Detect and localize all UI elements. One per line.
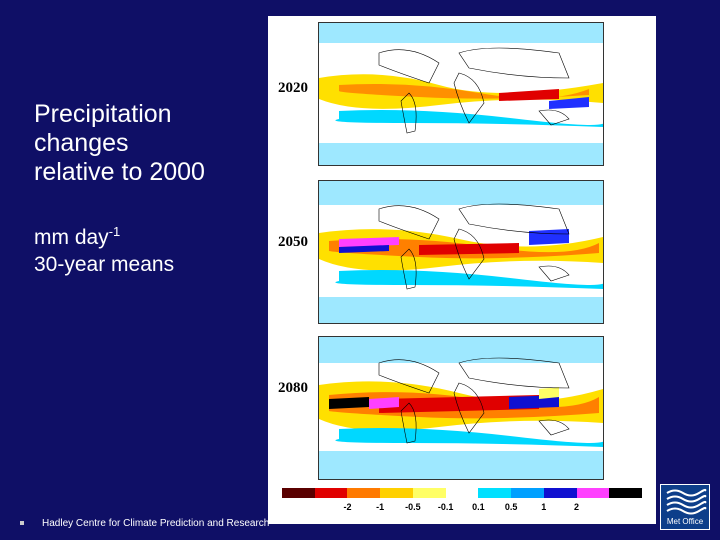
- footer-bullet: [20, 521, 24, 525]
- colorbar-swatch: [543, 488, 577, 498]
- colorbar-swatch: [576, 488, 610, 498]
- colorbar-tick-label: -0.5: [405, 502, 421, 512]
- colorbar-swatch: [609, 488, 643, 498]
- wave-icon: [666, 488, 707, 515]
- units-superscript: -1: [108, 224, 121, 239]
- means-text: 30-year means: [34, 253, 175, 276]
- colorbar-tick-label: 0.1: [472, 502, 485, 512]
- map-2080-image: [319, 337, 603, 479]
- map-2020-image: [319, 23, 603, 165]
- title-line-2: changes: [34, 129, 129, 157]
- colorbar-swatch: [412, 488, 446, 498]
- logo-text: Met Office: [666, 517, 704, 526]
- footer-text: Hadley Centre for Climate Prediction and…: [42, 518, 270, 529]
- met-office-logo: Met Office: [660, 484, 710, 530]
- colorbar-tick-label: 1: [541, 502, 547, 512]
- colorbar-tick-label: 0.5: [504, 502, 518, 512]
- colorbar-labels: -2 -1 -0.5 -0.1 0.1 0.5 1 2: [282, 502, 642, 516]
- colorbar-swatch: [478, 488, 512, 498]
- title-line-3: relative to 2000: [34, 158, 205, 186]
- colorbar-swatch: [445, 488, 479, 498]
- colorbar-tick-label: -1: [376, 502, 385, 512]
- colorbar-swatch: [314, 488, 348, 498]
- colorbar-swatch: [282, 488, 315, 498]
- colorbar: [282, 488, 643, 498]
- units-label: mm day-1 30-year means: [34, 224, 174, 278]
- map-2020: [318, 22, 604, 166]
- year-label-2050: 2050: [278, 234, 308, 250]
- title-line-1: Precipitation: [34, 100, 172, 128]
- colorbar-swatch: [347, 488, 381, 498]
- map-2050: [318, 180, 604, 324]
- map-2050-image: [319, 181, 603, 323]
- map-2080: [318, 336, 604, 480]
- slide-title: Precipitation changes relative to 2000: [34, 100, 205, 187]
- precipitation-figure: 2020 2050 2080: [268, 16, 656, 524]
- year-label-2080: 2080: [278, 380, 308, 396]
- colorbar-tick-label: -2: [343, 502, 352, 512]
- year-label-2020: 2020: [278, 80, 308, 96]
- colorbar-swatch: [511, 488, 544, 498]
- colorbar-swatch: [380, 488, 413, 498]
- colorbar-tick-label: 2: [574, 502, 580, 512]
- colorbar-tick-label: -0.1: [437, 502, 454, 512]
- units-text: mm day: [34, 226, 109, 249]
